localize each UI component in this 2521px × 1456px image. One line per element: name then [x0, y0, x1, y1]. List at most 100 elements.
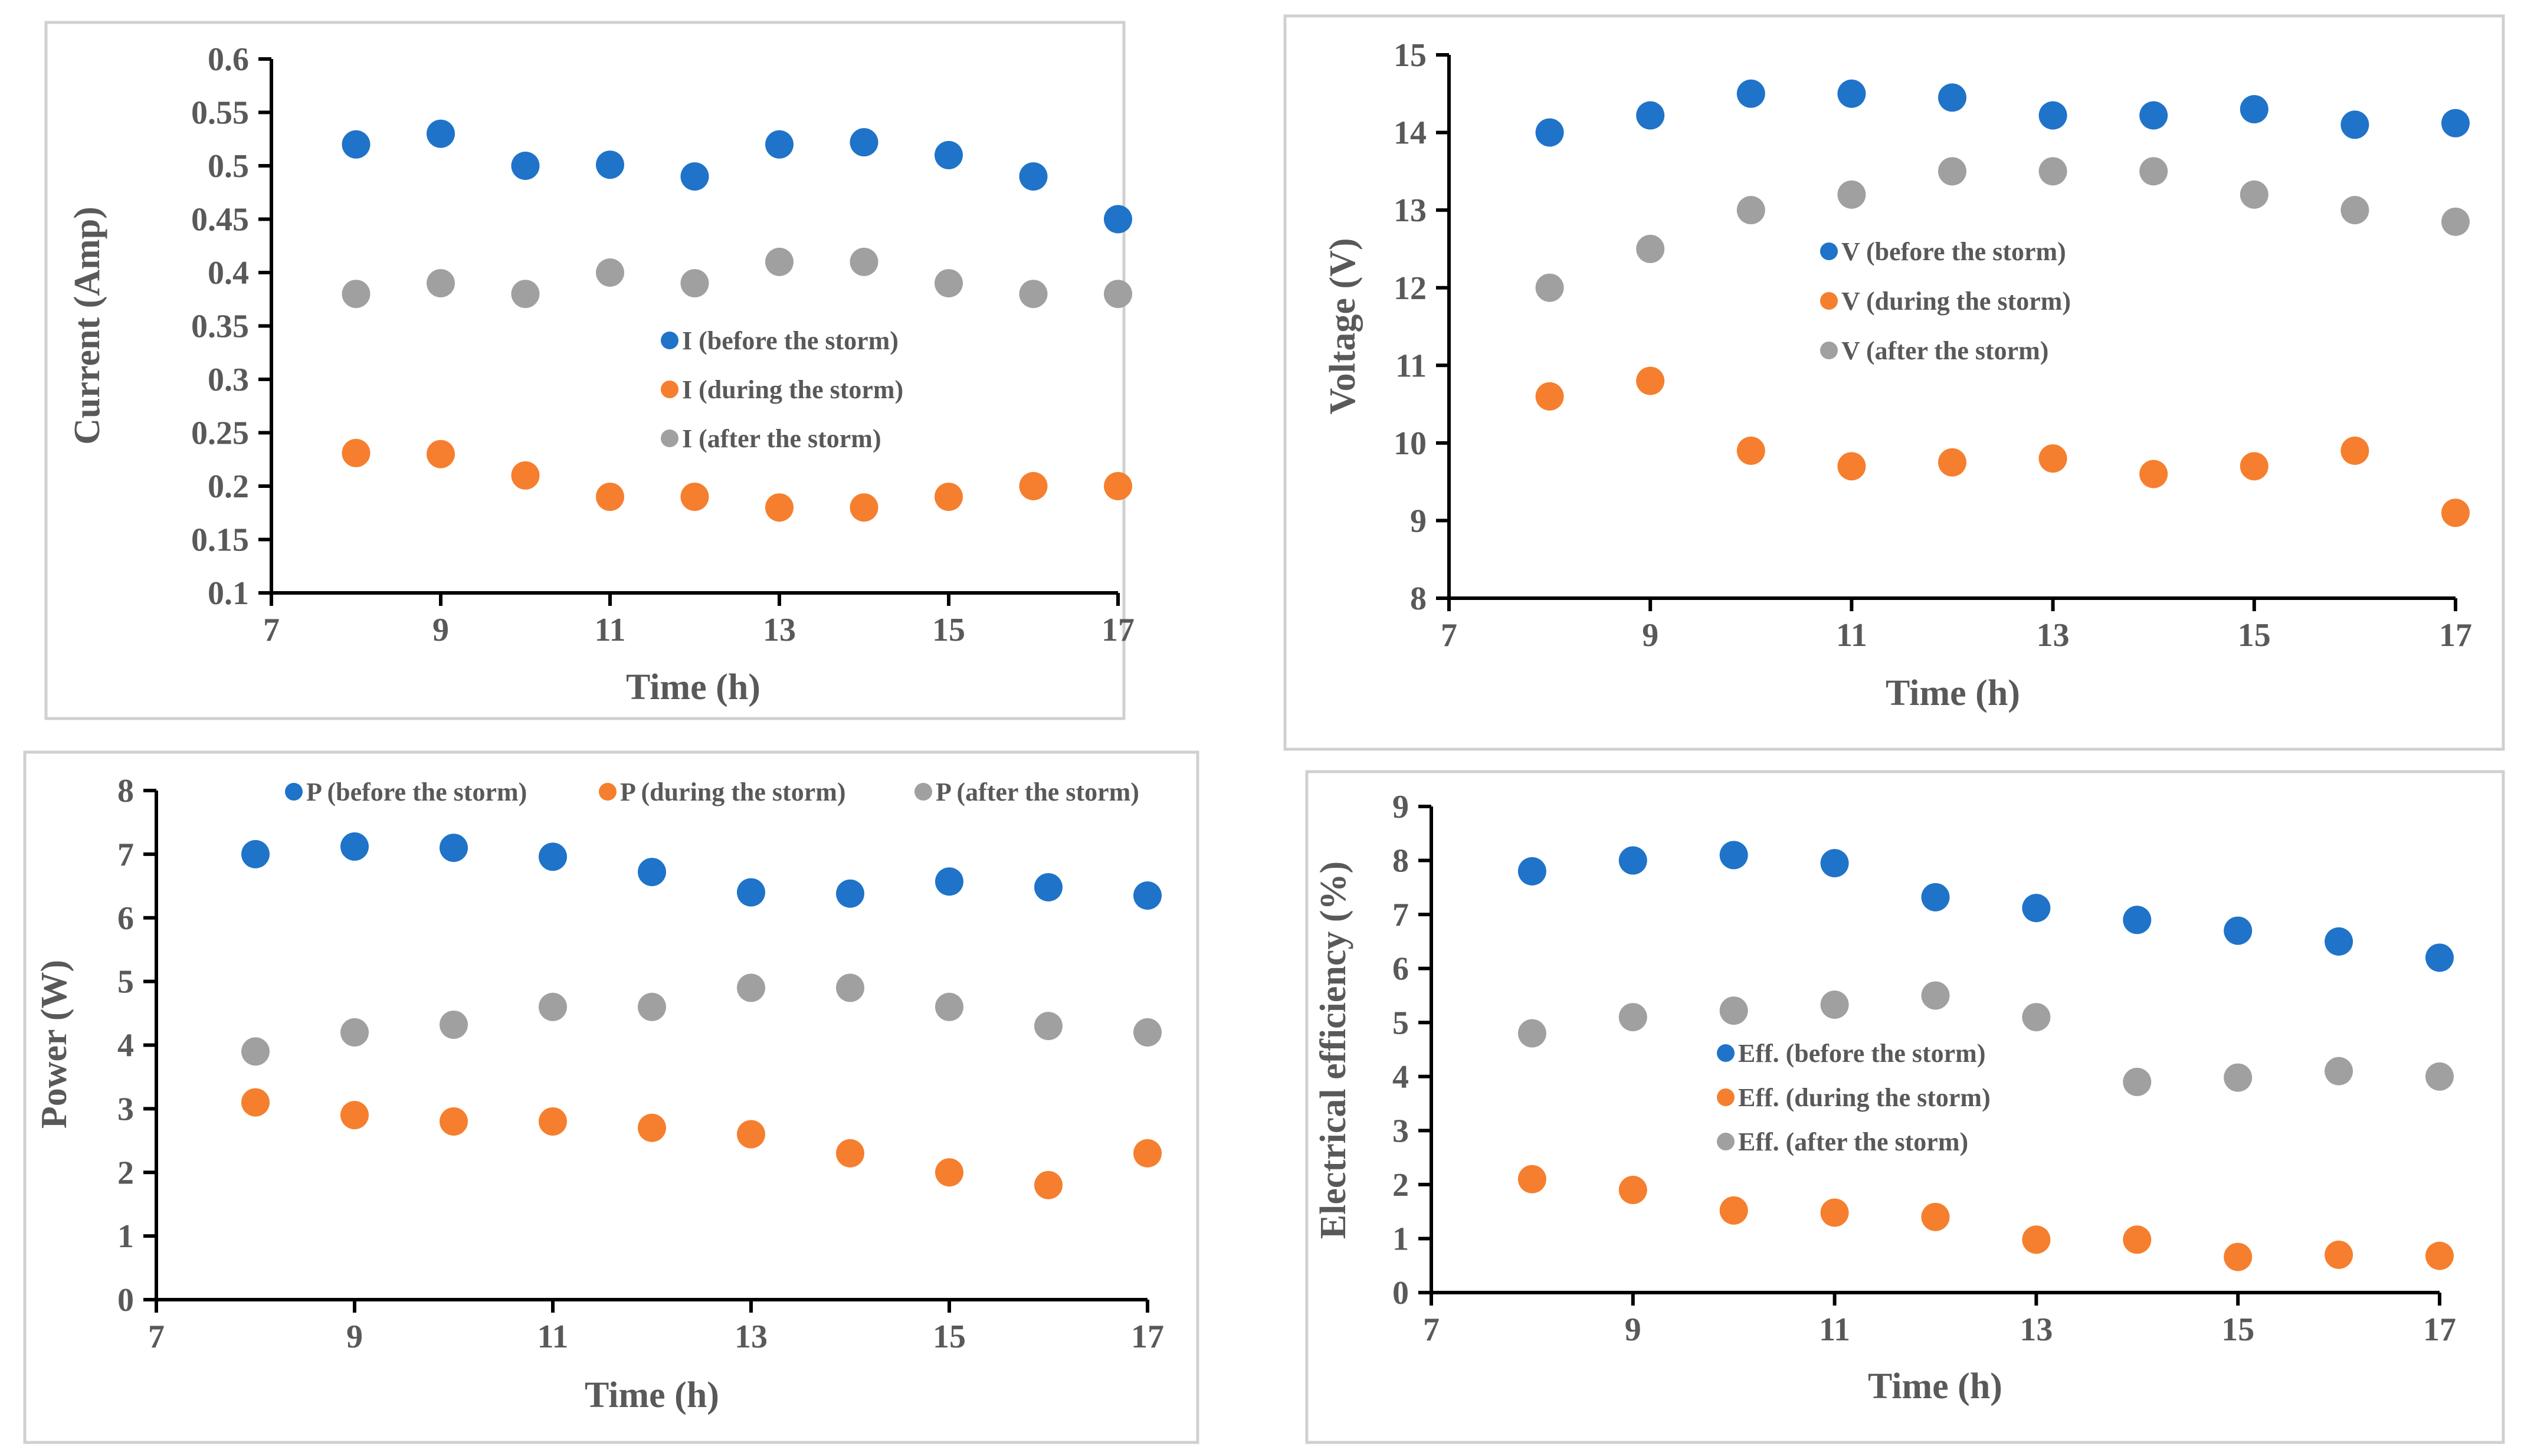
efficiency-point-after	[2325, 1057, 2353, 1086]
voltage-x-tick-label: 17	[2439, 617, 2472, 654]
power-x-axis-title: Time (h)	[585, 1375, 719, 1415]
voltage-point-before	[1938, 83, 1966, 112]
voltage-x-tick-label: 11	[1836, 617, 1867, 654]
power-x-tick-label: 7	[148, 1319, 165, 1355]
current-point-after	[596, 258, 624, 287]
power-point-before	[340, 832, 369, 861]
voltage-y-tick-label: 12	[1394, 270, 1427, 307]
voltage-x-tick-label: 9	[1642, 617, 1658, 654]
voltage-point-after	[2340, 196, 2369, 225]
current-legend-label-before: I (before the storm)	[682, 326, 899, 355]
voltage-point-before	[1837, 79, 1866, 108]
power-y-tick-label: 3	[117, 1091, 134, 1127]
efficiency-panel-frame	[1305, 770, 2505, 1444]
efficiency-legend: Eff. (before the storm) Eff. (during the …	[1717, 1039, 1991, 1156]
power-y-tick-label: 6	[117, 900, 134, 937]
efficiency-legend-marker-during	[1717, 1088, 1735, 1106]
voltage-x-tick-label: 15	[2238, 617, 2271, 654]
efficiency-point-after	[2123, 1067, 2152, 1096]
efficiency-point-before	[2123, 906, 2152, 934]
efficiency-x-tick-label: 13	[2020, 1311, 2053, 1348]
current-legend-marker-after	[661, 429, 678, 447]
power-point-during	[1133, 1139, 1162, 1168]
current-y-tick-label: 0.1	[208, 575, 249, 612]
efficiency-x-tick-label: 17	[2423, 1311, 2456, 1348]
voltage-point-after	[1736, 196, 1765, 225]
power-point-after	[241, 1037, 270, 1066]
current-point-after	[427, 269, 455, 298]
voltage-point-during	[2240, 452, 2268, 481]
efficiency-point-before	[2425, 943, 2454, 972]
efficiency-y-tick-label: 5	[1392, 1005, 1409, 1041]
power-point-before	[539, 842, 567, 871]
current-point-before	[342, 130, 371, 159]
power-point-after	[440, 1010, 468, 1039]
voltage-point-during	[1938, 448, 1966, 477]
current-point-during	[342, 438, 371, 467]
power-point-before	[638, 858, 666, 887]
efficiency-legend-label-after: Eff. (after the storm)	[1738, 1127, 1968, 1156]
current-point-during	[935, 483, 963, 511]
current-y-tick-label: 0.6	[208, 41, 249, 78]
efficiency-point-before	[1820, 849, 1849, 878]
efficiency-y-tick-label: 4	[1392, 1059, 1409, 1096]
efficiency-series-before	[1517, 841, 2454, 972]
current-y-tick-label: 0.55	[191, 95, 249, 132]
current-point-after	[1019, 280, 1048, 309]
voltage-point-before	[2340, 110, 2369, 139]
current-point-before	[1019, 162, 1048, 191]
power-point-before	[935, 867, 963, 896]
efficiency-y-axis-title: Electrical efficiency (%)	[1313, 861, 1353, 1239]
voltage-y-tick-label: 14	[1394, 115, 1427, 152]
current-point-during	[680, 483, 709, 511]
power-legend-marker-during	[599, 783, 617, 801]
efficiency-point-during	[2022, 1225, 2051, 1254]
current-point-before	[596, 150, 624, 179]
current-point-before	[680, 162, 709, 191]
current-legend-marker-before	[661, 332, 678, 349]
efficiency-legend-marker-after	[1717, 1133, 1735, 1150]
efficiency-point-before	[1719, 841, 1748, 870]
power-point-after	[638, 992, 666, 1021]
efficiency-legend-label-before: Eff. (before the storm)	[1738, 1039, 1985, 1068]
efficiency-point-after	[2022, 1003, 2051, 1032]
efficiency-point-before	[1618, 846, 1647, 875]
efficiency-legend-marker-before	[1717, 1044, 1735, 1062]
power-point-during	[539, 1107, 567, 1136]
current-legend-marker-during	[661, 381, 678, 398]
power-point-during	[836, 1139, 864, 1168]
power-panel-frame	[23, 750, 1199, 1444]
efficiency-x-axis-title: Time (h)	[1868, 1366, 2002, 1406]
current-point-before	[511, 152, 540, 180]
power-legend-label-during: P (during the storm)	[620, 778, 846, 806]
voltage-series-before	[1535, 79, 2470, 147]
current-x-tick-label: 9	[432, 612, 449, 648]
power-legend-label-before: P (before the storm)	[306, 778, 527, 806]
current-series-during	[342, 438, 1132, 522]
power-y-tick-label: 1	[117, 1218, 134, 1255]
power-chart: 0 1 2 3 4 5 6 7 8 7 9 11 13 15 17 Time (h) Power (W) P (b…	[23, 750, 1199, 1444]
efficiency-y-tick-label: 1	[1392, 1221, 1409, 1257]
voltage-chart: 8 9 10 11 12 13 14 15 7 9 11 13 15 17 Time (h) Voltage …	[1283, 14, 2505, 751]
efficiency-point-after	[1517, 1019, 1546, 1048]
voltage-panel-frame	[1283, 14, 2505, 751]
voltage-point-before	[1736, 79, 1765, 108]
efficiency-y-tick-label: 2	[1392, 1167, 1409, 1204]
efficiency-y-tick-label: 7	[1392, 897, 1409, 933]
power-point-after	[1133, 1018, 1162, 1047]
power-legend: P (before the storm) P (during the storm)…	[285, 778, 1139, 806]
current-series-before	[342, 119, 1132, 234]
current-point-after	[680, 269, 709, 298]
current-point-after	[1104, 280, 1132, 309]
current-y-tick-label: 0.45	[191, 202, 249, 238]
current-chart: 0.1 0.15 0.2 0.25 0.3 0.35 0.4 0.45 0.5 0.55 0.6 7 9…	[44, 21, 1135, 720]
voltage-point-during	[1535, 382, 1564, 411]
power-point-after	[836, 973, 864, 1002]
current-x-tick-label: 11	[595, 612, 626, 648]
voltage-point-after	[2240, 180, 2268, 209]
efficiency-y-tick-label: 6	[1392, 951, 1409, 988]
efficiency-point-after	[1618, 1003, 1647, 1032]
current-point-before	[850, 128, 878, 157]
power-y-tick-label: 2	[117, 1155, 134, 1191]
voltage-point-during	[1736, 437, 1765, 465]
